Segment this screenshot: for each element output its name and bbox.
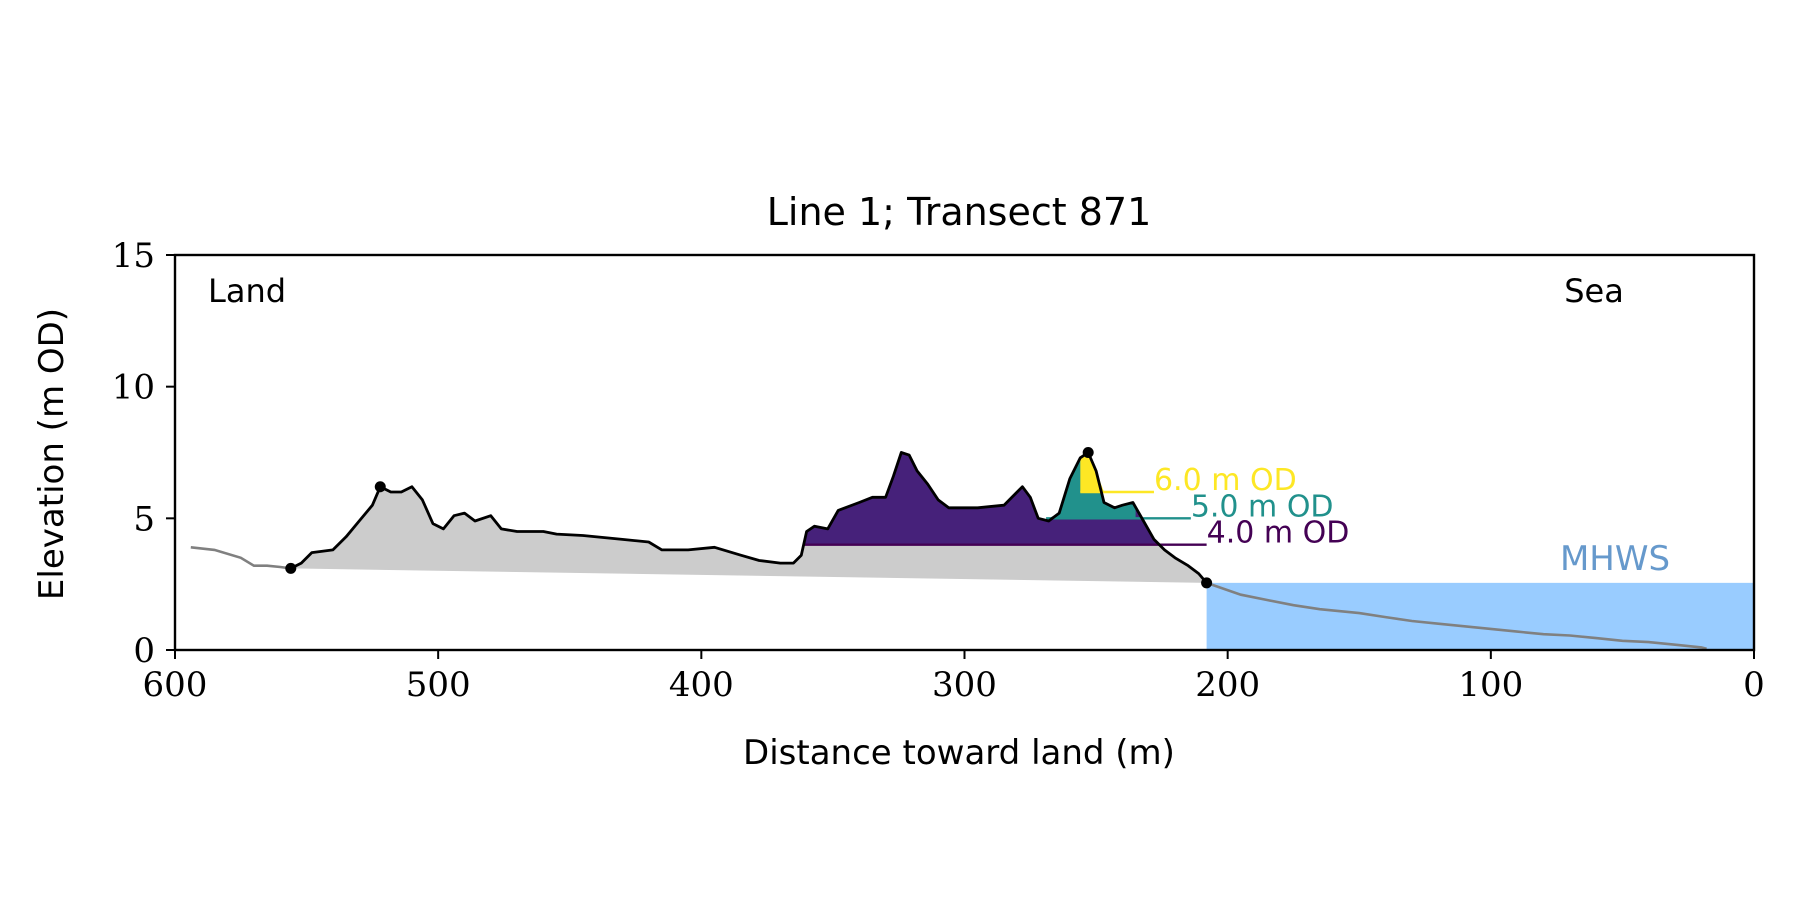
fill-above-4.0m bbox=[804, 452, 1160, 545]
sea-label: Sea bbox=[1564, 272, 1624, 310]
x-axis-label: Distance toward land (m) bbox=[743, 733, 1175, 773]
threshold-label-6.0m: 6.0 m OD bbox=[1154, 463, 1297, 498]
chart-title: Line 1; Transect 871 bbox=[767, 190, 1152, 234]
y-tick-label: 15 bbox=[112, 236, 155, 276]
mhws-label: MHWS bbox=[1560, 539, 1670, 579]
y-tick-label: 0 bbox=[133, 631, 155, 671]
dune-profile-line bbox=[290, 451, 1208, 584]
y-axis-label: Elevation (m OD) bbox=[32, 308, 72, 600]
x-tick-label: 200 bbox=[1195, 665, 1260, 705]
y-tick-label: 5 bbox=[133, 499, 155, 539]
x-tick-label: 500 bbox=[406, 665, 471, 705]
x-tick-label: 100 bbox=[1458, 665, 1523, 705]
seaward-profile-line bbox=[1206, 581, 1707, 650]
profile-marker-3 bbox=[1082, 447, 1094, 458]
x-tick-label: 400 bbox=[669, 665, 734, 705]
landward-profile-line bbox=[190, 546, 291, 570]
x-tick-label: 0 bbox=[1743, 665, 1765, 705]
profile-marker-4 bbox=[1201, 577, 1213, 589]
x-tick-label: 600 bbox=[143, 665, 208, 705]
x-tick-label: 300 bbox=[932, 665, 997, 705]
baseline-volume-fill bbox=[290, 452, 1207, 583]
mhws-water-band bbox=[1206, 582, 1754, 650]
profile-marker-1 bbox=[285, 562, 297, 574]
profile-marker-2 bbox=[374, 481, 386, 493]
threshold-label-4.0m: 4.0 m OD bbox=[1207, 516, 1350, 551]
y-tick-label: 10 bbox=[112, 368, 155, 408]
land-label: Land bbox=[208, 272, 286, 310]
threshold-label-5.0m: 5.0 m OD bbox=[1191, 489, 1334, 524]
